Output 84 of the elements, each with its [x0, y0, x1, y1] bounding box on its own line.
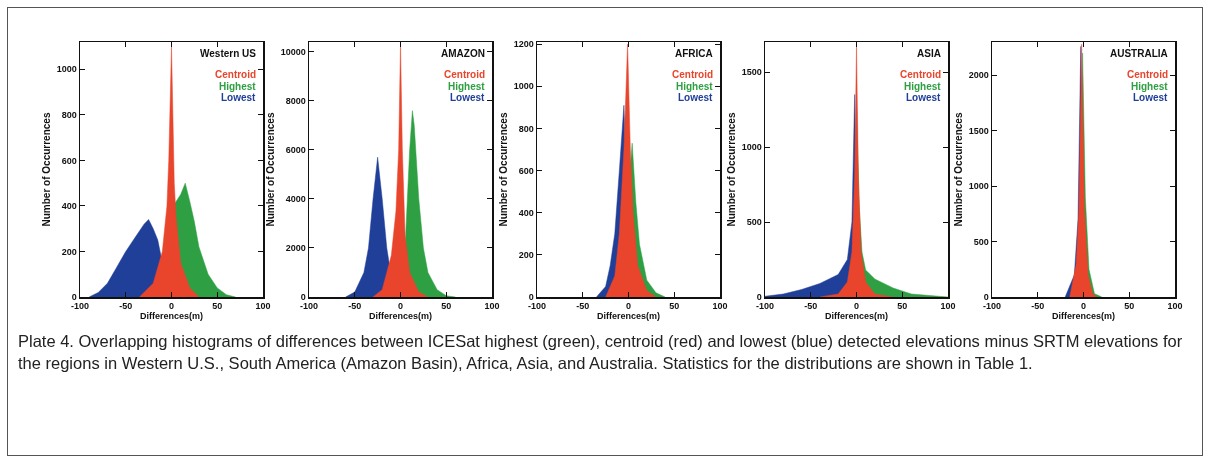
x-tick-label: -50 [348, 301, 362, 312]
y-tick-label: 200 [518, 250, 534, 260]
text: Lowest [450, 92, 486, 103]
y-tick-label: 0 [71, 292, 77, 303]
text: Western US [200, 48, 257, 59]
x-axis-title: Differences(m) [368, 311, 433, 322]
y-tick-label: 1000 [968, 181, 989, 192]
text: ASIA [917, 48, 941, 59]
y-tick-label: 600 [518, 165, 534, 176]
text: Centroid [900, 69, 942, 80]
text: Highest [448, 81, 486, 92]
y-tick-label: 1500 [741, 67, 762, 78]
y-axis-title: Number of Occurrences [952, 112, 964, 227]
y-tick-label: 0 [756, 292, 762, 303]
y-axis-title: Number of Occurrences [725, 112, 737, 227]
x-tick-label: 0 [397, 301, 404, 312]
x-tick-label: -100 [527, 301, 547, 312]
y-tick-label: 200 [61, 246, 77, 257]
y-tick-label: 0 [528, 292, 534, 303]
y-axis-title: Number of Occurrences [264, 112, 276, 227]
x-tick-label: -50 [1031, 301, 1045, 312]
y-tick-label: 400 [518, 207, 534, 218]
x-tick-label: 100 [712, 301, 728, 312]
x-tick-label: 100 [940, 301, 956, 312]
x-tick-label: 50 [1124, 301, 1135, 312]
y-tick-label: 400 [61, 201, 77, 212]
y-tick-label: 800 [61, 110, 77, 121]
text: Highest [676, 81, 714, 92]
text: Centroid [1127, 69, 1169, 80]
y-tick-label: 500 [746, 217, 762, 228]
y-tick-label: 800 [518, 123, 534, 134]
text: Lowest [678, 92, 714, 103]
y-tick-label: 0 [983, 292, 989, 303]
y-axis-title: Number of Occurrences [497, 112, 509, 227]
text: Centroid [672, 69, 714, 80]
x-tick-label: 0 [625, 301, 632, 312]
x-tick-label: 50 [669, 301, 680, 312]
x-axis-title: Differences(m) [1051, 311, 1116, 322]
text: AFRICA [675, 48, 713, 59]
y-tick-label: 1000 [741, 142, 762, 153]
y-tick-label: 1200 [513, 39, 534, 50]
x-tick-label: -100 [982, 301, 1002, 312]
x-tick-label: 100 [255, 301, 271, 312]
y-tick-label: 0 [300, 292, 306, 303]
x-tick-label: 0 [168, 301, 175, 312]
text: Lowest [1133, 92, 1169, 103]
y-tick-label: 500 [973, 236, 989, 247]
text: Lowest [906, 92, 942, 103]
y-tick-label: 2000 [968, 70, 989, 81]
x-tick-label: -50 [576, 301, 590, 312]
text: Centroid [215, 69, 257, 80]
y-tick-label: 1500 [968, 125, 989, 136]
x-tick-label: 50 [897, 301, 908, 312]
x-tick-label: -100 [755, 301, 775, 312]
y-tick-label: 1000 [513, 81, 534, 92]
y-tick-label: 2000 [285, 243, 306, 254]
x-tick-label: 0 [1080, 301, 1087, 312]
y-tick-label: 8000 [285, 96, 306, 106]
text: Highest [219, 81, 257, 92]
text: Plate 4. Overlapping histograms of differences between ICESat highest (green), centroid (red) and lowest (blue) detected elevations minus SRTM elevations for the regions in Western U.S., South America (Amazon Basin), Africa, Asia, and Australia. Statistics for the distributions are shown in Table 1. [18, 331, 1184, 374]
y-tick-label: 4000 [285, 194, 306, 205]
x-tick-label: 50 [441, 301, 452, 312]
x-tick-label: 100 [484, 301, 500, 312]
x-tick-label: -100 [299, 301, 319, 312]
text: Highest [1131, 81, 1169, 92]
x-tick-label: 50 [212, 301, 223, 312]
y-axis-title: Number of Occurrences [40, 112, 52, 227]
x-axis-title: Differences(m) [139, 311, 204, 322]
text: Centroid [444, 69, 486, 80]
text: AUSTRALIA [1110, 48, 1168, 59]
x-tick-label: 0 [853, 301, 860, 312]
y-tick-label: 10000 [280, 46, 306, 57]
y-tick-label: 6000 [285, 145, 306, 156]
y-tick-label: 1000 [56, 64, 77, 75]
text: Lowest [221, 92, 257, 103]
text: Highest [904, 81, 942, 92]
x-tick-label: -100 [70, 301, 90, 312]
y-tick-label: 600 [61, 155, 77, 166]
x-tick-label: 100 [1167, 301, 1183, 312]
x-tick-label: -50 [804, 301, 818, 312]
x-axis-title: Differences(m) [596, 311, 661, 322]
text: AMAZON [441, 48, 485, 59]
x-axis-title: Differences(m) [824, 311, 889, 322]
x-tick-label: -50 [119, 301, 133, 312]
